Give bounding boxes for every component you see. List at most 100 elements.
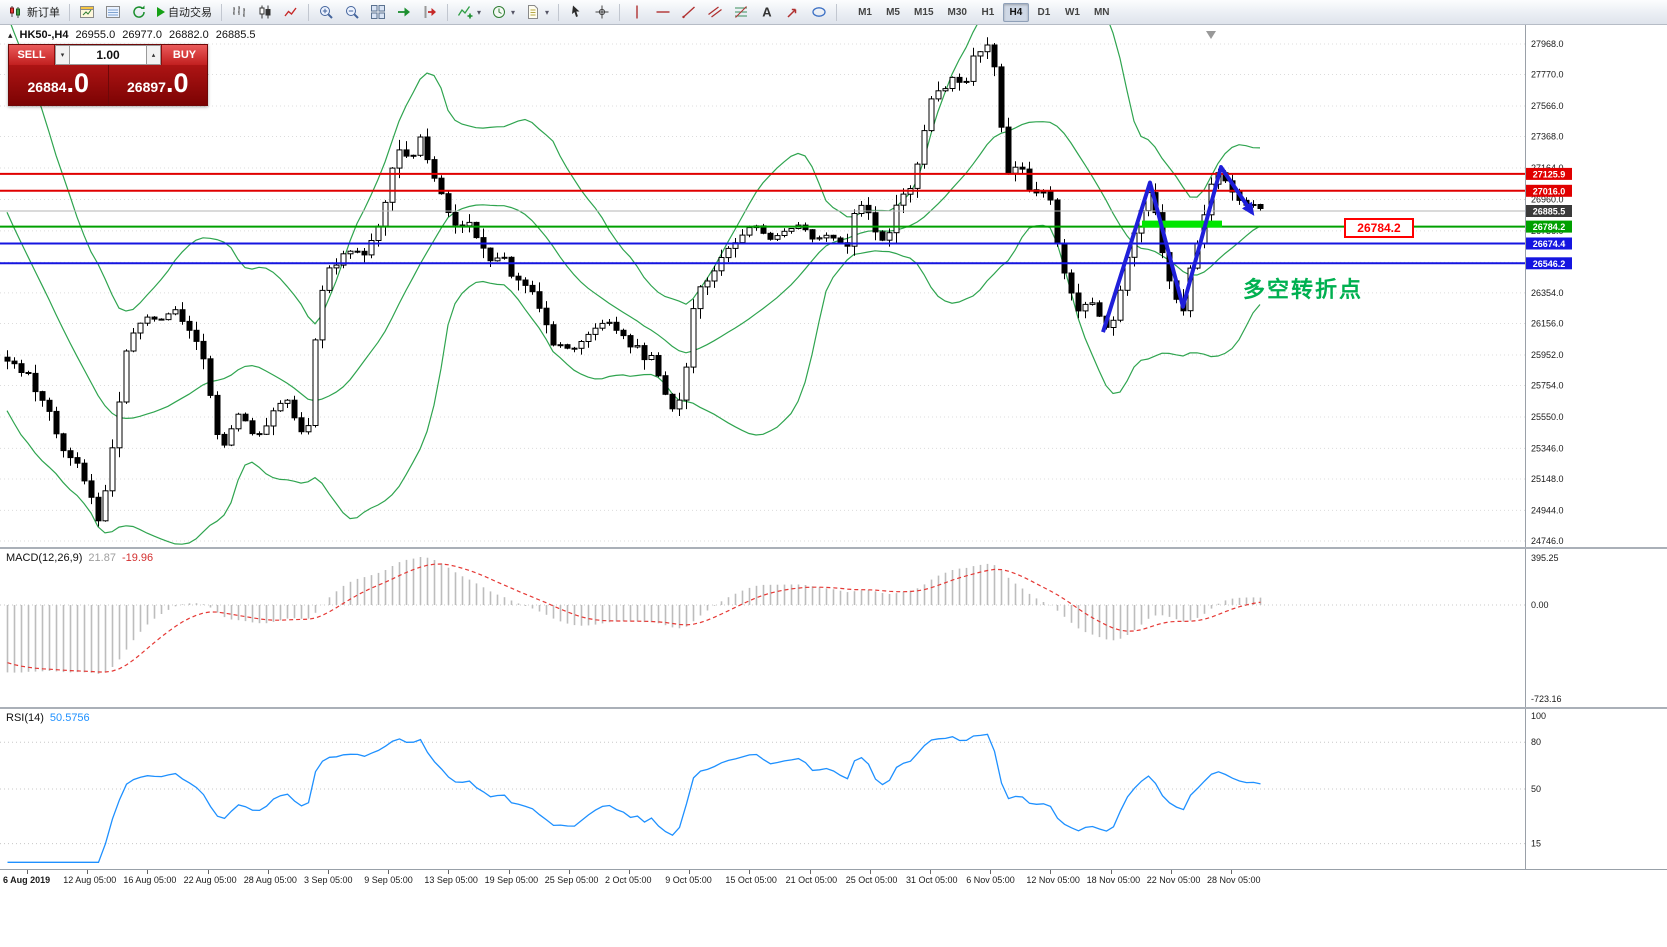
svg-text:27770.0: 27770.0: [1531, 70, 1564, 80]
channel-icon: [708, 6, 722, 18]
tile-windows-button[interactable]: [365, 2, 391, 23]
auto-scroll-button[interactable]: [391, 2, 417, 23]
svg-text:27368.0: 27368.0: [1531, 132, 1564, 142]
ohlc-low: 26882.0: [168, 29, 209, 41]
time-axis-label: 22 Aug 05:00: [183, 875, 237, 885]
indicators-button[interactable]: ▾: [452, 2, 486, 23]
sell-price-value: 26884: [27, 79, 67, 95]
time-axis-tick: [689, 870, 691, 874]
timeframe-toolbar: M1 M5 M15 M30 H1 H4 D1 W1 MN: [851, 2, 1116, 22]
time-axis-label: 6 Nov 05:00: [966, 875, 1015, 885]
vertical-line-button[interactable]: [624, 2, 650, 23]
chart-shift-icon: [424, 6, 436, 18]
buy-price-value: 26897: [127, 79, 166, 95]
time-axis-label: 18 Nov 05:00: [1086, 875, 1141, 885]
data-window-icon: [106, 6, 120, 18]
autotrading-button[interactable]: 自动交易: [152, 2, 217, 23]
timeframe-button-m30[interactable]: M30: [942, 3, 973, 22]
time-axis-label: 16 Aug 05:00: [123, 875, 177, 885]
svg-text:80: 80: [1531, 737, 1541, 747]
new-order-icon: [10, 6, 20, 18]
new-order-button[interactable]: 新订单: [3, 2, 65, 23]
crosshair-button[interactable]: [589, 2, 615, 23]
svg-text:25754.0: 25754.0: [1531, 381, 1564, 391]
arrow-tool-button[interactable]: [780, 2, 806, 23]
timeframe-button-w1[interactable]: W1: [1059, 3, 1086, 22]
horizontal-line-button[interactable]: [650, 2, 676, 23]
svg-text:26674.4: 26674.4: [1533, 239, 1566, 249]
cursor-icon: [572, 5, 580, 17]
timeframe-button-h1[interactable]: H1: [975, 3, 1001, 22]
trendline-button[interactable]: [676, 2, 702, 23]
zoom-out-icon: [346, 6, 359, 19]
panel-splitter[interactable]: [0, 547, 1667, 549]
timeframe-button-h4[interactable]: H4: [1002, 2, 1029, 22]
panel-splitter[interactable]: [0, 707, 1667, 709]
time-axis-label: 31 Oct 05:00: [906, 875, 958, 885]
svg-text:27566.0: 27566.0: [1531, 101, 1564, 111]
buy-price-button[interactable]: 26897.0: [108, 65, 207, 105]
sell-button[interactable]: SELL: [9, 45, 55, 65]
periods-icon: [493, 6, 506, 18]
fibonacci-icon: [735, 6, 748, 18]
macd-panel[interactable]: 395.25 0.00 -723.16: [0, 549, 1667, 707]
periods-button[interactable]: ▾: [486, 2, 520, 23]
new-chart-button[interactable]: [74, 2, 100, 23]
refresh-button[interactable]: [126, 2, 152, 23]
toolbar-separator: [558, 3, 560, 21]
cursor-button[interactable]: [563, 2, 589, 23]
volume-decrease-button[interactable]: ▾: [55, 45, 70, 65]
time-axis-label: 13 Sep 05:00: [424, 875, 478, 885]
symbol-title: HK50-,H4: [19, 29, 69, 41]
svg-text:27016.0: 27016.0: [1533, 186, 1566, 196]
time-axis-label: 12 Nov 05:00: [1026, 875, 1080, 885]
timeframe-button-d1[interactable]: D1: [1031, 3, 1057, 22]
zoom-in-button[interactable]: [313, 2, 339, 23]
time-axis-tick: [1110, 870, 1112, 874]
toolbar-separator: [221, 3, 222, 21]
toolbar: 新订单 自动交易 ▾ ▾ ▾ A: [0, 0, 1667, 25]
chart-header: ▴ HK50-,H4 26955.0 26977.0 26882.0 26885…: [8, 29, 256, 41]
time-axis-tick: [990, 870, 992, 874]
sell-price-button[interactable]: 26884.0: [9, 65, 108, 105]
toolbar-separator: [619, 3, 621, 21]
sell-price-fraction: .0: [66, 68, 89, 98]
horizontal-line-icon: [656, 11, 670, 13]
volume-increase-button[interactable]: ▴: [146, 45, 161, 65]
text-tool-button[interactable]: A: [754, 2, 780, 23]
arrow-tool-icon: [787, 8, 797, 18]
svg-text:26546.2: 26546.2: [1533, 259, 1566, 269]
chart-shift-button[interactable]: [417, 2, 443, 23]
candlestick-chart-button[interactable]: [252, 2, 278, 23]
rsi-panel[interactable]: 100 80 50 15: [0, 709, 1667, 869]
templates-button[interactable]: ▾: [520, 2, 554, 23]
buy-button[interactable]: BUY: [161, 45, 207, 65]
chevron-down-icon: ▾: [511, 7, 516, 17]
data-window-button[interactable]: [100, 2, 126, 23]
volume-input[interactable]: [70, 45, 146, 65]
line-chart-button[interactable]: [278, 2, 304, 23]
one-click-collapse-icon[interactable]: ▴: [8, 29, 13, 40]
timeframe-button-m5[interactable]: M5: [880, 3, 906, 22]
zoom-out-button[interactable]: [339, 2, 365, 23]
main-chart[interactable]: 26784.2 多空转折点 27968.0 27770.0 27566.0 27368.0…: [0, 25, 1667, 547]
ohlc-high: 26977.0: [122, 29, 162, 41]
channel-button[interactable]: [702, 2, 728, 23]
time-axis[interactable]: 6 Aug 2019 12 Aug 05:00 16 Aug 05:00 22 Aug…: [0, 869, 1667, 947]
time-axis-label: 28 Aug 05:00: [243, 875, 297, 885]
timeframe-button-m1[interactable]: M1: [852, 3, 878, 22]
timeframe-button-mn[interactable]: MN: [1088, 3, 1116, 22]
crosshair-icon: [595, 5, 609, 19]
time-axis-tick: [328, 870, 329, 874]
svg-text:24944.0: 24944.0: [1531, 505, 1564, 515]
time-axis-label: 19 Sep 05:00: [484, 875, 539, 885]
svg-text:395.25: 395.25: [1531, 553, 1559, 563]
time-axis-tick: [629, 870, 630, 874]
one-click-prices-row: 26884.0 26897.0: [9, 65, 207, 105]
svg-text:26784.2: 26784.2: [1533, 222, 1566, 232]
fibonacci-button[interactable]: [728, 2, 754, 23]
shapes-button[interactable]: [806, 2, 832, 23]
bar-chart-button[interactable]: [226, 2, 252, 23]
time-axis-tick: [87, 870, 89, 874]
timeframe-button-m15[interactable]: M15: [908, 3, 939, 22]
